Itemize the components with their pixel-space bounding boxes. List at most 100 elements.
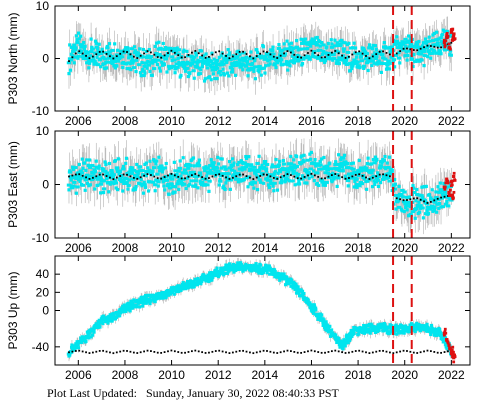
data-point [112, 311, 116, 316]
data-point [96, 183, 100, 187]
data-point [261, 66, 267, 70]
data-point [76, 31, 81, 35]
data-point [272, 181, 277, 185]
data-point [267, 58, 272, 62]
model-point [160, 177, 163, 180]
data-point [239, 159, 243, 163]
data-point [293, 183, 297, 187]
data-point [377, 166, 383, 170]
model-point [269, 175, 272, 178]
x-tick-label: 2020 [391, 368, 418, 382]
data-point [281, 162, 287, 166]
data-point [363, 166, 369, 170]
model-point [242, 349, 244, 352]
data-point [66, 61, 72, 65]
data-point [196, 186, 200, 190]
data-point [277, 56, 283, 60]
model-point [228, 57, 231, 60]
observation-points [66, 150, 454, 220]
data-point [311, 52, 315, 56]
data-point [374, 328, 379, 332]
data-point [253, 59, 257, 63]
data-point [218, 69, 223, 73]
data-point [335, 184, 339, 189]
data-point [254, 65, 259, 69]
model-point [225, 55, 227, 57]
model-point [440, 46, 443, 49]
data-point [82, 40, 86, 45]
data-point [94, 159, 98, 163]
model-point [450, 41, 453, 44]
data-point [111, 173, 116, 177]
data-point [66, 183, 72, 187]
model-point [412, 351, 415, 354]
data-point [76, 54, 81, 58]
recent-point [451, 353, 455, 357]
model-point [156, 177, 159, 180]
data-point [383, 166, 388, 170]
data-point [272, 268, 277, 272]
model-point [365, 55, 367, 57]
data-point [320, 40, 324, 45]
data-point [435, 328, 440, 332]
data-point [404, 205, 408, 210]
data-point [162, 47, 168, 51]
data-point [271, 271, 276, 275]
data-point [176, 56, 180, 60]
data-point [267, 185, 271, 190]
data-point [160, 55, 165, 59]
model-point [252, 352, 255, 355]
data-point [288, 45, 293, 49]
data-point [95, 325, 100, 329]
data-point [82, 161, 87, 165]
data-point [94, 322, 98, 326]
data-point [431, 330, 436, 334]
data-point [76, 171, 80, 175]
model-point [160, 351, 163, 354]
data-point [244, 154, 248, 159]
data-point [144, 161, 148, 165]
data-point [401, 48, 406, 52]
data-point [191, 156, 196, 160]
data-point [147, 299, 153, 303]
model-point [320, 177, 323, 180]
data-point [71, 165, 75, 169]
data-point [133, 50, 139, 54]
data-point [393, 39, 397, 44]
data-point [71, 48, 76, 52]
data-point [309, 41, 315, 45]
model-point [115, 55, 118, 58]
data-point [185, 162, 190, 166]
data-point [254, 262, 258, 266]
model-point [249, 351, 251, 354]
data-point [312, 303, 316, 307]
data-point [205, 62, 210, 66]
model-point [286, 50, 289, 52]
data-point [172, 49, 176, 53]
data-point [83, 188, 87, 192]
data-point [264, 64, 268, 68]
model-point [187, 54, 190, 56]
data-point [267, 183, 271, 187]
x-tick-label: 2022 [438, 114, 465, 128]
data-point [289, 162, 294, 166]
data-point [90, 333, 95, 337]
data-point [196, 276, 200, 281]
model-point [419, 47, 422, 50]
data-point [193, 55, 197, 59]
model-point [143, 52, 145, 55]
data-point [204, 59, 209, 63]
data-point [93, 176, 98, 180]
data-point [165, 70, 169, 74]
data-point [425, 322, 429, 326]
model-point [249, 55, 251, 58]
data-point [229, 168, 235, 172]
data-point [145, 66, 149, 70]
data-point [286, 63, 291, 67]
data-point [393, 193, 399, 197]
data-point [121, 167, 126, 171]
data-point [189, 281, 194, 285]
data-point [213, 61, 219, 65]
model-point [269, 350, 272, 353]
model-point [327, 175, 330, 178]
